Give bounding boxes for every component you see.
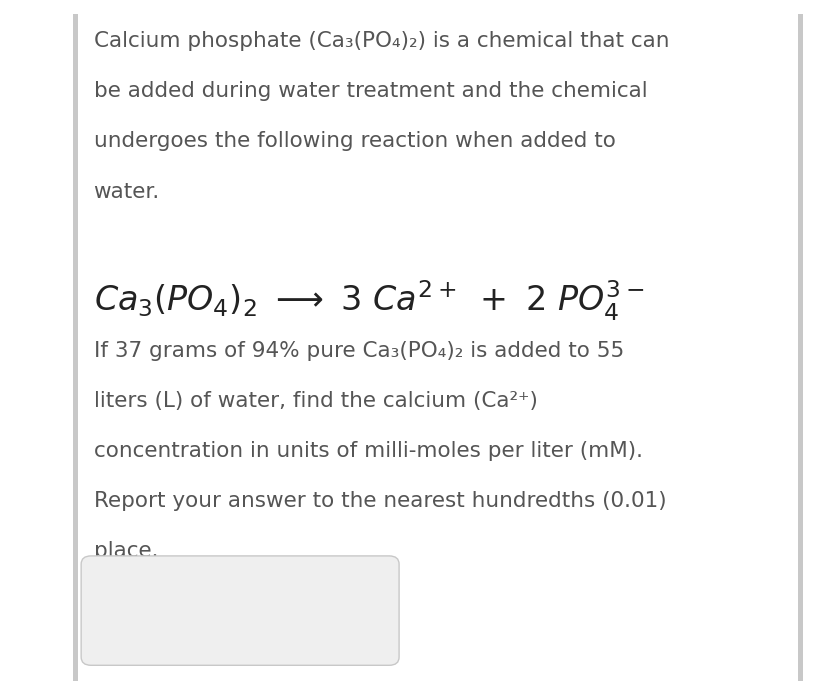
Text: liters (L) of water, find the calcium (Ca²⁺): liters (L) of water, find the calcium (C… [93, 391, 537, 411]
Text: be added during water treatment and the chemical: be added during water treatment and the … [93, 81, 647, 101]
Text: Report your answer to the nearest hundredths (0.01): Report your answer to the nearest hundre… [93, 491, 666, 511]
Text: place.: place. [93, 541, 158, 561]
Text: undergoes the following reaction when added to: undergoes the following reaction when ad… [93, 131, 614, 151]
Bar [73, 14, 78, 681]
Bar [797, 14, 802, 681]
Text: $\mathit{Ca_3(PO_4)_2}$$\ \longrightarrow\ $$\mathit{3\ Ca^{2+}\ +\ 2\ PO_4^{3-}: $\mathit{Ca_3(PO_4)_2}$$\ \longrightarro… [93, 279, 643, 323]
FancyBboxPatch shape [81, 556, 399, 665]
Text: Calcium phosphate (Ca₃(PO₄)₂) is a chemical that can: Calcium phosphate (Ca₃(PO₄)₂) is a chemi… [93, 31, 668, 51]
Text: concentration in units of milli-moles per liter (mM).: concentration in units of milli-moles pe… [93, 441, 642, 461]
Text: If 37 grams of 94% pure Ca₃(PO₄)₂ is added to 55: If 37 grams of 94% pure Ca₃(PO₄)₂ is add… [93, 341, 623, 361]
Text: water.: water. [93, 182, 160, 202]
